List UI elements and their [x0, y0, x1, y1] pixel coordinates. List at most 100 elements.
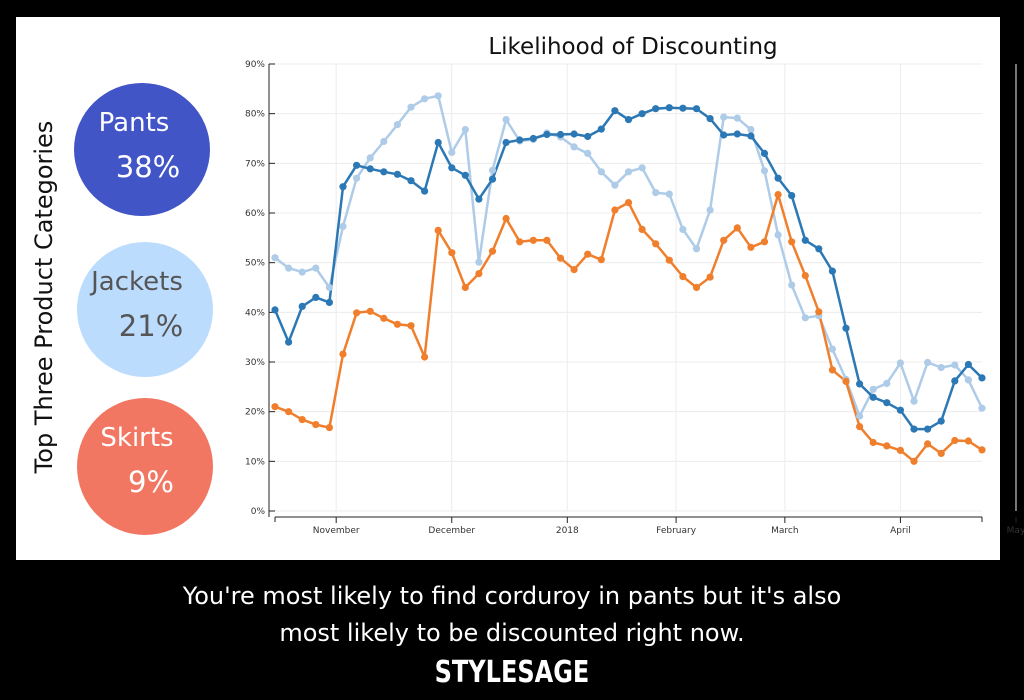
data-point	[856, 412, 864, 420]
data-point	[543, 236, 551, 244]
y-tick-label: 40%	[245, 308, 265, 318]
data-point	[624, 168, 633, 176]
data-point	[461, 283, 469, 292]
jackets-percent: 21%	[118, 309, 184, 343]
data-point	[828, 267, 837, 275]
data-point	[325, 298, 333, 306]
data-point	[924, 440, 932, 448]
data-point	[733, 224, 741, 232]
data-point	[380, 168, 388, 176]
data-point	[665, 190, 673, 198]
jackets-label: Jackets	[91, 267, 183, 297]
data-point	[339, 350, 347, 358]
data-point	[679, 273, 687, 281]
data-point	[339, 222, 347, 230]
caption: You're most likely to find corduroy in p…	[0, 578, 1024, 652]
data-point	[325, 424, 333, 432]
data-point	[353, 309, 361, 317]
data-point	[937, 417, 945, 425]
y-tick-label: 20%	[245, 408, 265, 418]
data-point	[570, 130, 578, 138]
data-point	[353, 174, 361, 182]
data-point	[978, 446, 986, 454]
data-point	[842, 324, 850, 332]
data-point	[706, 206, 714, 214]
data-point	[475, 258, 483, 266]
data-point	[828, 366, 837, 374]
data-point	[774, 231, 782, 239]
data-point	[733, 130, 741, 138]
data-point	[747, 132, 755, 140]
data-point	[611, 107, 619, 115]
data-point	[883, 399, 891, 407]
data-point	[434, 92, 442, 100]
data-point	[910, 457, 918, 465]
chart-title: Likelihood of Discounting	[488, 34, 777, 60]
data-point	[747, 243, 755, 251]
data-point	[665, 256, 673, 264]
data-point	[271, 403, 279, 411]
data-point	[325, 283, 333, 292]
data-point	[937, 363, 945, 372]
data-point	[285, 338, 293, 346]
data-point	[448, 164, 456, 172]
data-point	[312, 264, 320, 272]
data-point	[760, 238, 769, 246]
data-point	[380, 137, 388, 146]
data-point	[611, 181, 619, 189]
data-point	[584, 149, 592, 157]
data-point	[652, 105, 660, 113]
y-tick-label: 30%	[245, 358, 265, 368]
y-tick-label: 0%	[251, 507, 266, 517]
data-point	[556, 130, 565, 139]
data-point	[312, 421, 320, 429]
data-point	[584, 250, 592, 258]
data-point	[584, 132, 592, 141]
data-point	[692, 245, 701, 253]
data-point	[421, 95, 429, 103]
data-point	[393, 121, 401, 129]
data-point	[502, 116, 510, 124]
data-point	[393, 320, 401, 328]
chart-grid	[275, 63, 1017, 512]
data-point	[856, 423, 864, 431]
data-point	[638, 110, 646, 118]
data-point	[706, 273, 714, 281]
data-point	[910, 425, 918, 433]
data-point	[271, 254, 279, 262]
data-point	[556, 254, 565, 262]
data-point	[665, 104, 673, 112]
data-point	[624, 116, 633, 124]
data-point	[502, 214, 510, 223]
data-point	[896, 406, 905, 414]
data-point	[856, 380, 864, 388]
data-point	[624, 199, 633, 207]
data-point	[978, 404, 986, 412]
data-point	[461, 126, 469, 134]
data-point	[638, 225, 646, 233]
data-point	[488, 247, 497, 255]
data-point	[597, 125, 605, 133]
data-point	[516, 136, 524, 144]
y-tick-label: 70%	[245, 159, 265, 169]
data-point	[842, 377, 850, 385]
data-point	[896, 446, 905, 454]
data-point	[407, 322, 415, 330]
data-point	[883, 442, 891, 450]
data-point	[720, 113, 728, 121]
data-point	[434, 138, 442, 147]
data-point	[488, 166, 497, 174]
stylesage-logo: STYLESAGE	[434, 655, 590, 690]
data-point	[529, 236, 537, 244]
data-point	[339, 183, 347, 191]
data-point	[516, 238, 524, 246]
data-point	[597, 168, 605, 176]
skirts-bubble: Skirts 9%	[77, 398, 213, 535]
chart-axes: 0% 10% 20% 30% 40% 50% 60% 70% 80% 90% November Dec…	[245, 60, 1024, 536]
data-point	[869, 438, 877, 447]
y-tick-label: 10%	[245, 457, 265, 467]
data-point	[597, 256, 605, 264]
data-point	[760, 167, 769, 175]
data-point	[788, 238, 796, 246]
data-point	[951, 377, 959, 385]
